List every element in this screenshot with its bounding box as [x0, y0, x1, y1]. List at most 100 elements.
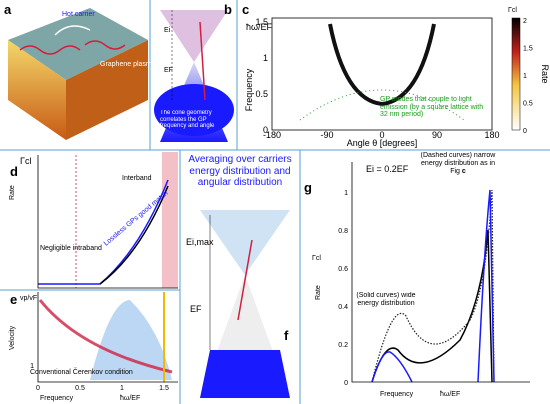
lossless-curve: [38, 179, 169, 285]
fermi-disk: [154, 84, 234, 136]
panel-d: d Γcl Rate Negligible intraband Interban…: [9, 152, 178, 289]
y-tick-label: 0.4: [338, 304, 348, 311]
panel-label: f: [284, 328, 289, 343]
solid-curve: [371, 229, 493, 383]
fermi-sea: [200, 350, 290, 398]
upper-cone: [160, 10, 228, 62]
x-label-unit: ħω/EF: [440, 391, 460, 398]
dashed-note: (Dashed curves) narrow energy distributi…: [420, 152, 496, 176]
y-tick-label: 1: [30, 363, 34, 370]
y-tick-label: 0: [344, 380, 348, 387]
colorbar-tick-label: 1: [523, 73, 527, 80]
y-tick-label: 1.5: [255, 17, 268, 27]
y-label: Velocity: [9, 325, 16, 350]
panel-label: d: [10, 164, 18, 179]
y-tick-label: 0: [263, 125, 268, 135]
annotation: GP modes that couple to light emission (…: [380, 96, 484, 119]
panel-label: b: [224, 2, 232, 17]
panel-a: a Hot carrier Graphene plasmon: [4, 2, 160, 140]
colorbar-tick-label: 0: [523, 128, 527, 135]
panel-b: b Ei EF The cone geometry correlates the…: [154, 2, 234, 142]
x-label-unit: ħω/EF: [120, 395, 140, 402]
plasmon-wave: [84, 40, 126, 50]
axes: [351, 162, 530, 383]
colorbar-tick-label: 1.5: [523, 46, 533, 53]
title-box: Averaging over carriers energy distribut…: [188, 154, 292, 188]
y-label: Rate: [315, 285, 322, 300]
panel-label: a: [4, 2, 12, 17]
x-label: Frequency: [40, 395, 74, 402]
colorbar: [511, 17, 521, 131]
annotation: Hot carrier: [62, 11, 95, 18]
colorbar-tick-label: 0.5: [523, 101, 533, 108]
colorbar-label: Rate: [540, 64, 550, 83]
carrier-arrow: [54, 25, 91, 36]
upper-cone: [200, 210, 290, 275]
gp-modes: [299, 89, 465, 121]
graphene-sheet: [8, 8, 148, 80]
x-tick-label: 0: [379, 130, 384, 140]
y-tick-label: 0.5: [255, 89, 268, 99]
x-tick-label: 0: [36, 385, 40, 392]
y-label: Frequency: [244, 68, 254, 111]
y-tick-label: 1: [263, 53, 268, 63]
energy-label: Ei,max: [186, 237, 214, 247]
panel-label: e: [10, 292, 17, 307]
x-label: Angle θ [degrees]: [347, 138, 418, 148]
panel-c: c ħω/EF Frequency Angle θ [degrees] Γcl …: [242, 2, 550, 148]
figure-ref: c: [461, 168, 466, 176]
transition-arrow: [237, 239, 253, 321]
panel-e: e vp/vF Velocity Conventional Čerenkov c…: [9, 292, 178, 402]
y-tick-label: 0.8: [338, 228, 348, 235]
dashed-curve: [371, 189, 495, 383]
y-label: Rate: [9, 185, 16, 200]
y-tick-label: 0.6: [338, 266, 348, 273]
x-tick-label: -90: [320, 130, 333, 140]
x-tick-label: 1: [120, 385, 124, 392]
x-tick-label: -180: [263, 130, 281, 140]
axes: [37, 155, 178, 289]
x-tick-label: 180: [484, 130, 499, 140]
annotation: Lossless GPs good match: [103, 190, 170, 248]
y-tick-label: 0.2: [338, 342, 348, 349]
colorbar-title: Γcl: [508, 7, 517, 14]
annotation: Negligible intraband: [40, 245, 102, 252]
blue-curve: [371, 189, 495, 383]
substrate-front: [66, 40, 148, 140]
velocity-curve: [38, 299, 173, 374]
x-label: Frequency: [380, 391, 414, 398]
panel-label: c: [242, 2, 249, 17]
y-label-top: vp/vF: [20, 295, 37, 302]
panel-f: Averaging over carriers energy distribut…: [186, 154, 292, 398]
annotation: Interband: [122, 175, 152, 182]
colorbar-tick-label: 2: [523, 18, 527, 25]
x-tick-label: 90: [432, 130, 442, 140]
y-tick-label: 1: [344, 190, 348, 197]
annotation: Conventional Čerenkov condition: [30, 367, 133, 376]
caption-box: The cone geometry correlates the GP freq…: [160, 110, 215, 130]
plot-frame: [271, 17, 493, 131]
plasmon-wave: [19, 45, 81, 55]
y-label-top: Γcl: [312, 255, 321, 262]
emission-band: [328, 23, 436, 107]
x-tick-label: 1.5: [159, 385, 169, 392]
caption: The cone geometry correlates the GP freq…: [160, 110, 215, 130]
substrate-side: [8, 40, 66, 140]
x-tick-label: 0.5: [75, 385, 85, 392]
annotation: Graphene plasmon: [100, 61, 160, 68]
panel-label: g: [304, 180, 312, 195]
interband-region: [162, 152, 178, 288]
title: Averaging over carriers energy distribut…: [188, 154, 292, 188]
solid-note: (Solid curves) wide energy distribution: [356, 292, 416, 308]
energy-label: Ei: [164, 27, 171, 34]
shaded-region: [90, 300, 172, 380]
axes: [37, 292, 178, 383]
note: (Dashed curves) narrow energy distributi…: [420, 152, 496, 176]
annotation-box: GP modes that couple to light emission (…: [380, 96, 484, 119]
y-label-top: ħω/EF: [246, 22, 273, 32]
note-box: (Dashed curves) narrow energy distributi…: [420, 152, 496, 176]
panel-g: g Ei = 0.2EF (Dashed curves) narrow ener…: [304, 152, 530, 398]
annotation: Ei = 0.2EF: [366, 164, 409, 174]
